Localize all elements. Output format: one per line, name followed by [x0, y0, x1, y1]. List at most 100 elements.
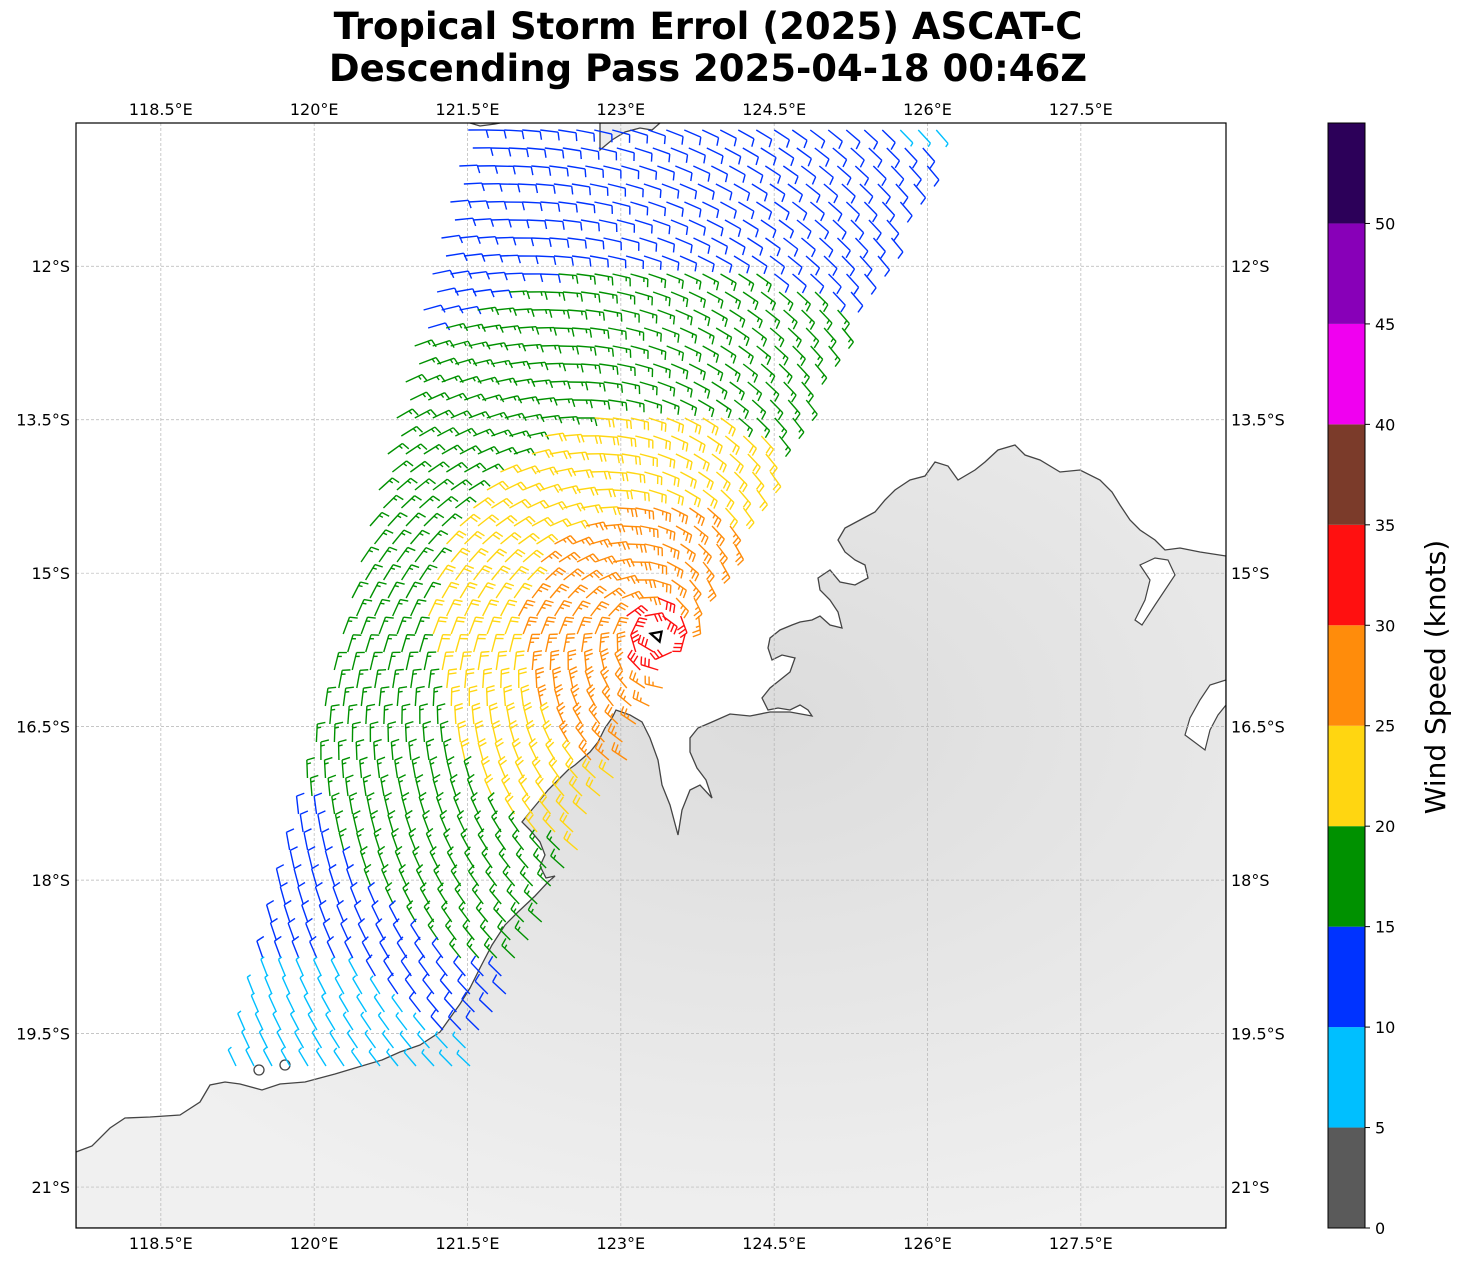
wind-barb: [414, 616, 430, 635]
wind-barb: [688, 147, 706, 164]
wind-barb: [769, 399, 784, 421]
wind-barb: [299, 974, 309, 995]
wind-barb: [337, 739, 347, 761]
wind-barb: [617, 507, 638, 518]
kimberley-inlet: [1134, 557, 1176, 626]
wind-barb: [401, 703, 411, 725]
wind-barb: [549, 165, 569, 177]
wind-barb: [418, 495, 441, 509]
wind-barb: [527, 902, 543, 923]
wind-barb: [625, 327, 645, 341]
wind-barb: [697, 399, 715, 418]
wind-barb: [791, 129, 808, 149]
wind-barb: [648, 273, 667, 289]
wind-barb: [585, 776, 601, 797]
colorbar-bin: [1328, 725, 1365, 827]
wind-barb: [366, 792, 375, 815]
wind-barb: [528, 737, 538, 761]
wind-barb: [517, 667, 527, 689]
wind-barb: [466, 937, 480, 959]
wind-barb: [513, 237, 535, 247]
wind-barb: [490, 218, 512, 228]
colorbar-tick-label: 30: [1375, 616, 1395, 635]
wind-barb: [470, 791, 480, 815]
wind-barb: [792, 417, 805, 440]
wind-barb: [792, 273, 807, 294]
wind-barb: [823, 255, 838, 276]
colorbar-tick-label: 10: [1375, 1018, 1395, 1037]
colorbar-tick-label: 25: [1375, 717, 1395, 736]
wind-barb: [295, 956, 304, 977]
wind-barb: [697, 327, 715, 345]
wind-barb: [324, 686, 337, 707]
wind-barb: [801, 381, 814, 403]
wind-barb: [275, 864, 285, 887]
wind-barb: [805, 255, 821, 276]
wind-barb: [698, 471, 714, 491]
wind-barb: [742, 507, 755, 530]
wind-barb: [612, 616, 629, 635]
wind-barb: [328, 863, 337, 887]
wind-barb: [675, 309, 693, 326]
wind-barb: [323, 756, 333, 779]
wind-barb: [384, 881, 394, 905]
wind-barb: [394, 845, 403, 869]
wind-barb: [373, 827, 382, 851]
wind-barb: [545, 432, 567, 442]
wind-barb: [438, 1049, 453, 1067]
wind-barb: [450, 340, 473, 349]
wind-barb: [568, 666, 578, 689]
wind-barb: [693, 237, 711, 254]
wind-barb: [657, 597, 676, 614]
wind-barb: [679, 255, 698, 272]
wind-barb: [392, 668, 404, 689]
wind-barb: [558, 273, 579, 284]
wind-barb: [751, 399, 767, 420]
wind-barb: [854, 237, 869, 259]
wind-barb: [626, 471, 646, 484]
wind-barb: [693, 381, 711, 399]
wind-barb: [522, 201, 543, 212]
wind-barb: [405, 651, 419, 671]
wind-barb: [701, 129, 720, 146]
wind-barb: [612, 345, 632, 358]
wind-barb: [836, 237, 851, 259]
lat-tick-right: 21°S: [1231, 1178, 1270, 1197]
wind-barb: [525, 719, 535, 743]
wind-barb: [558, 345, 580, 355]
wind-barb: [408, 738, 417, 761]
wind-barb: [377, 1011, 390, 1031]
wind-barb: [549, 583, 570, 599]
wind-barb: [327, 774, 337, 797]
wind-barb: [405, 581, 423, 599]
wind-barb: [387, 442, 410, 455]
wind-barb: [462, 918, 475, 941]
wind-barb: [500, 667, 510, 689]
wind-barb: [446, 530, 467, 545]
wind-barb: [464, 846, 475, 869]
wind-barb: [580, 219, 600, 232]
wind-barb: [237, 1010, 246, 1031]
wind-barb: [356, 993, 367, 1013]
wind-barb: [432, 339, 455, 348]
wind-barb: [447, 1009, 462, 1031]
wind-barb: [684, 273, 702, 290]
wind-barb: [563, 568, 585, 581]
wind-barb: [567, 237, 587, 249]
wind-barb: [801, 237, 816, 258]
lat-tick-left: 13.5°S: [16, 411, 70, 430]
wind-barb: [581, 632, 593, 653]
wind-barb: [679, 327, 698, 344]
wind-barb: [428, 461, 450, 473]
wind-barb: [666, 489, 685, 506]
wind-barb: [365, 703, 376, 725]
wind-barb: [644, 399, 663, 414]
wind-barb: [477, 445, 500, 455]
wind-barb: [801, 309, 816, 330]
wind-barb: [886, 147, 901, 169]
wind-barb: [877, 255, 891, 277]
wind-barb: [549, 518, 573, 528]
wind-barb: [693, 309, 711, 327]
wind-barb: [632, 689, 650, 707]
wind-barb: [513, 582, 533, 599]
